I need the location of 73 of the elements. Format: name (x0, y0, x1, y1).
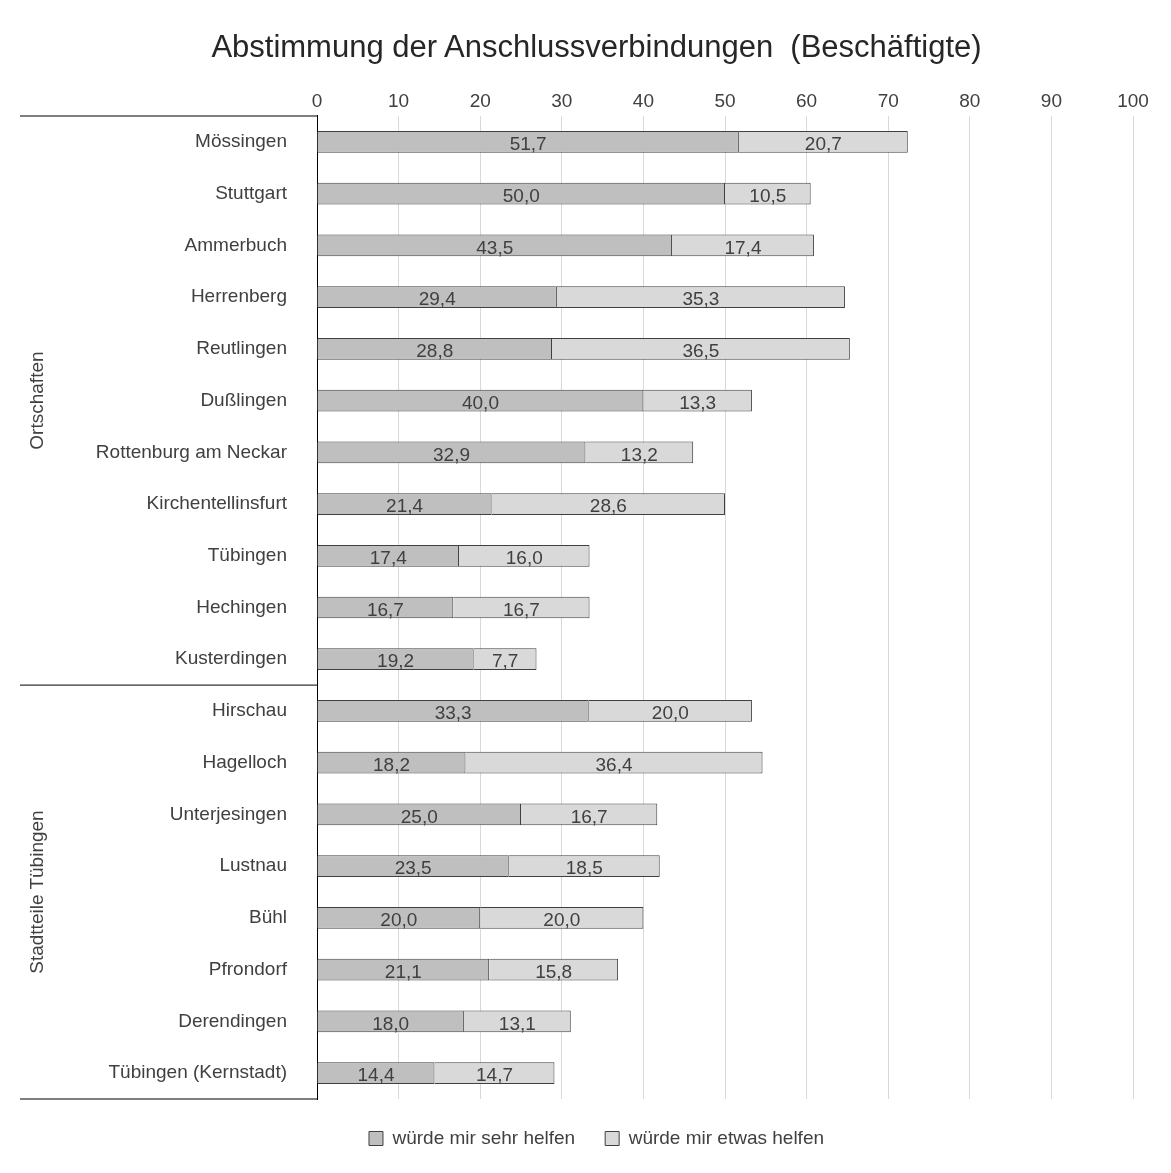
data-label: 20,0 (380, 909, 418, 931)
data-label: 29,4 (418, 288, 457, 310)
data-label: 25,0 (400, 805, 438, 827)
y-tick-label: Hirschau (212, 699, 287, 721)
data-label: 14,4 (357, 1064, 395, 1086)
y-tick-label: Dußlingen (200, 388, 287, 410)
data-label: 13,1 (498, 1012, 536, 1034)
data-label: 36,5 (682, 340, 720, 362)
data-label: 10,5 (749, 184, 787, 206)
data-label: 13,3 (679, 391, 717, 413)
y-tick-label: Pfrondorf (208, 957, 288, 979)
data-label: 40,0 (461, 391, 499, 413)
data-label: 14,7 (475, 1064, 513, 1086)
y-tick-label: Kirchentellinsfurt (146, 492, 288, 514)
data-label: 16,7 (502, 598, 540, 620)
data-label: 35,3 (682, 288, 720, 310)
data-label: 18,5 (565, 857, 603, 879)
data-label: 28,8 (416, 340, 454, 362)
x-tick-label: 30 (551, 89, 573, 111)
data-label: 17,4 (724, 236, 762, 258)
data-label: 16,7 (570, 805, 608, 827)
x-tick-label: 10 (388, 89, 410, 111)
y-tick-label: Stuttgart (215, 181, 288, 203)
data-label: 28,6 (589, 495, 627, 517)
data-label: 51,7 (509, 133, 547, 155)
data-label: 18,0 (372, 1012, 410, 1034)
data-label: 32,9 (432, 443, 470, 465)
data-label: 19,2 (377, 650, 415, 672)
y-tick-label: Hagelloch (202, 750, 287, 772)
x-tick-label: 50 (714, 89, 736, 111)
x-tick-label: 70 (877, 89, 899, 111)
data-label: 7,7 (491, 650, 519, 672)
data-label: 21,1 (384, 960, 422, 982)
y-tick-label: Hechingen (196, 595, 287, 617)
x-tick-label: 40 (632, 89, 654, 111)
data-label: 23,5 (394, 857, 432, 879)
data-label: 33,3 (434, 702, 472, 724)
data-label: 18,2 (373, 753, 410, 775)
data-label: 20,7 (804, 133, 842, 155)
legend-label: würde mir etwas helfen (627, 1126, 825, 1148)
y-tick-label: Kusterdingen (175, 647, 287, 669)
y-tick-label: Lustnau (219, 854, 287, 876)
y-tick-label: Tübingen (207, 544, 287, 565)
data-label: 21,4 (386, 495, 424, 517)
data-label: 15,8 (535, 960, 573, 982)
y-tick-label: Bühl (248, 906, 287, 928)
y-tick-label: Herrenberg (190, 285, 287, 307)
y-tick-label: Ammerbuch (184, 233, 287, 255)
y-tick-label: Reutlingen (196, 337, 287, 359)
x-tick-label: 20 (469, 89, 491, 111)
y-tick-label: Derendingen (178, 1009, 287, 1031)
chart-title: Abstimmung der Anschlussverbindungen (Beschäftigte) (211, 29, 982, 65)
x-tick-label: 60 (796, 89, 818, 111)
legend-label: würde mir sehr helfen (391, 1126, 576, 1148)
data-label: 20,0 (651, 702, 689, 724)
data-label: 17,4 (369, 547, 408, 568)
data-label: 13,2 (620, 443, 658, 465)
y-tick-label: Unterjesingen (169, 802, 287, 824)
y-tick-label: Rottenburg am Neckar (95, 440, 288, 462)
data-label: 36,4 (595, 753, 633, 775)
x-tick-label: 80 (959, 89, 981, 111)
x-tick-label: 0 (311, 89, 323, 111)
data-label: 16,7 (366, 598, 404, 620)
data-label: 16,0 (505, 547, 543, 568)
text: Ortschaften (26, 351, 48, 450)
y-tick-label: Tübingen (Kernstadt) (108, 1061, 287, 1083)
x-tick-label: 100 (1117, 89, 1149, 111)
y-tick-label: Mössingen (195, 130, 287, 152)
data-label: 43,5 (476, 236, 514, 258)
data-label: 20,0 (543, 909, 581, 931)
text: Stadtteile Tübingen (26, 810, 48, 974)
x-tick-label: 90 (1040, 89, 1062, 111)
data-label: 50,0 (502, 184, 540, 206)
